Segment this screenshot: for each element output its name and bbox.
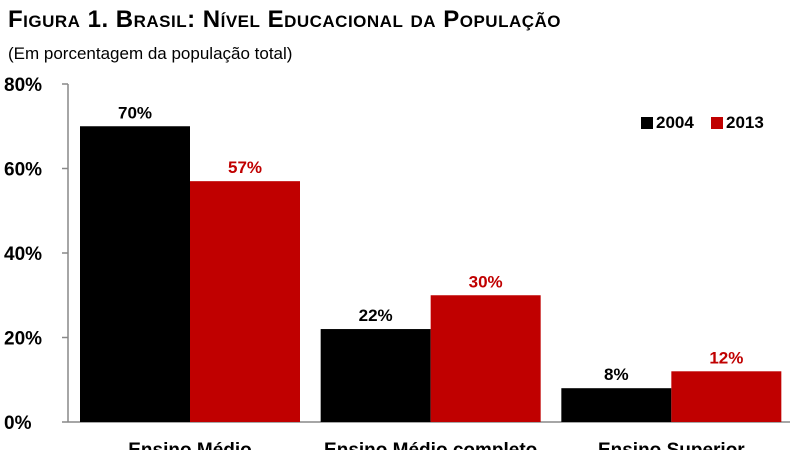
data-label-2013: 12% (709, 348, 743, 367)
chart-title: Figura 1. Brasil: Nível Educacional da P… (8, 6, 562, 33)
x-category-label: Ensino Superior (598, 440, 745, 450)
y-tick-label: 80% (4, 75, 42, 96)
data-label-2013: 57% (228, 158, 262, 177)
data-label-2004: 22% (359, 306, 393, 325)
legend-swatch-2004 (641, 117, 653, 129)
bar-2013 (190, 181, 300, 422)
chart-subtitle: (Em porcentagem da população total) (8, 44, 293, 63)
data-label-2004: 70% (118, 103, 152, 122)
legend-label-2004: 2004 (656, 113, 694, 132)
bar-2013 (671, 371, 782, 422)
x-category-label: Ensino Médio completo (324, 440, 537, 450)
y-tick-label: 60% (4, 160, 42, 181)
y-tick-label: 20% (4, 329, 42, 350)
x-category-label: Ensino Médio (128, 440, 252, 450)
bar-2004 (320, 329, 431, 422)
data-label-2004: 8% (604, 365, 629, 384)
y-tick-label: 40% (4, 244, 42, 265)
bar-2004 (80, 126, 190, 422)
y-tick-label: 0% (4, 413, 32, 434)
bar-2004 (561, 388, 672, 422)
bar-2013 (430, 295, 541, 422)
legend-label-2013: 2013 (726, 113, 764, 132)
legend-swatch-2013 (711, 117, 723, 129)
data-label-2013: 30% (469, 272, 503, 291)
